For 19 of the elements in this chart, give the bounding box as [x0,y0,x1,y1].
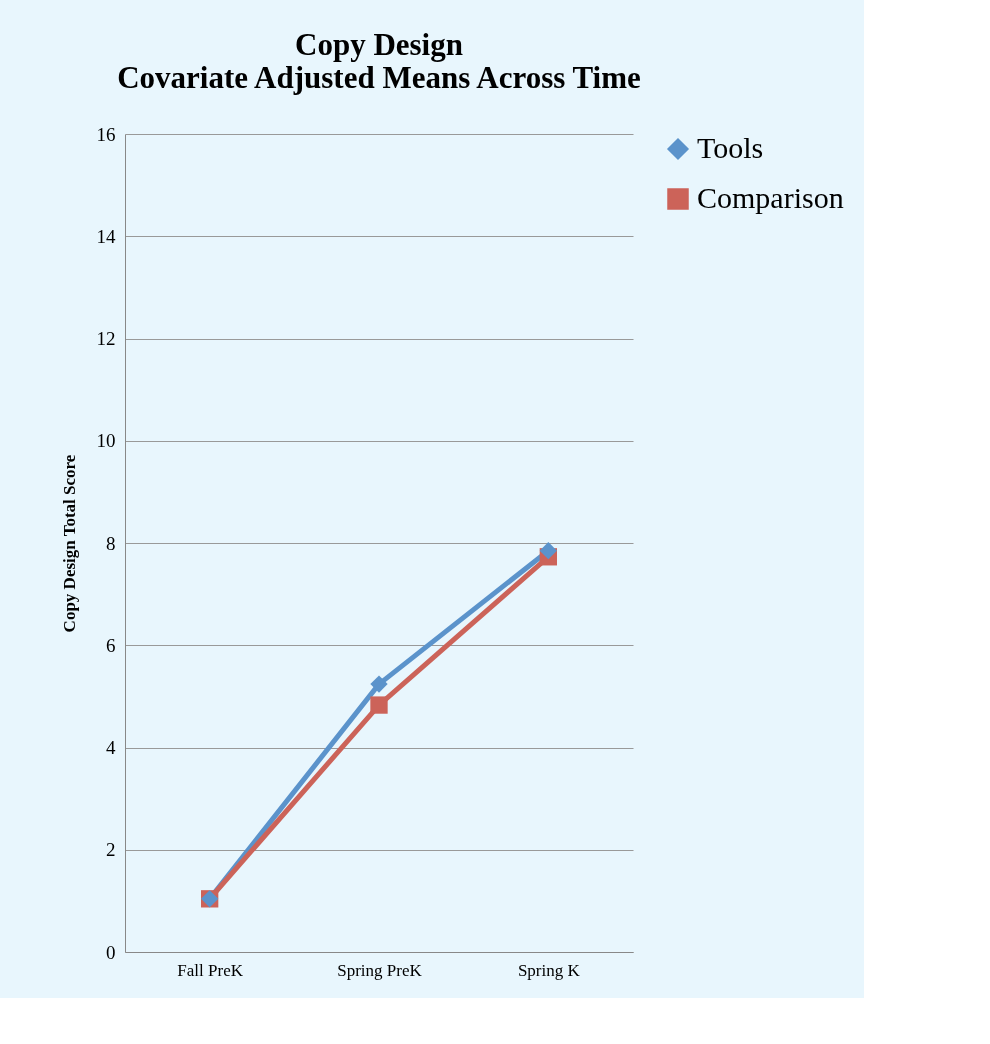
y-tick-label: 12 [96,328,116,349]
point [370,675,388,693]
x-tick-label: Spring PreK [337,960,423,980]
x-tick-label: Spring K [517,960,581,980]
text: Copy Design [295,27,463,62]
y-tick-label: 4 [106,737,116,758]
x-tick-label: Fall PreK [177,960,244,980]
y-tick-label: 6 [106,634,116,656]
y-tick-label: 14 [96,225,116,247]
point [539,542,557,560]
y-tick-label: 0 [106,941,116,963]
point [370,696,388,714]
y-tick-label: 16 [96,123,116,145]
legend-label: Comparison [697,181,844,214]
y-axis-title: Copy Design Total Score [59,454,79,633]
y-tick-label: 8 [106,532,116,554]
legend-label: Tools [697,131,764,164]
y-tick-label: 10 [96,430,116,452]
y-tick-label: 2 [106,839,116,861]
